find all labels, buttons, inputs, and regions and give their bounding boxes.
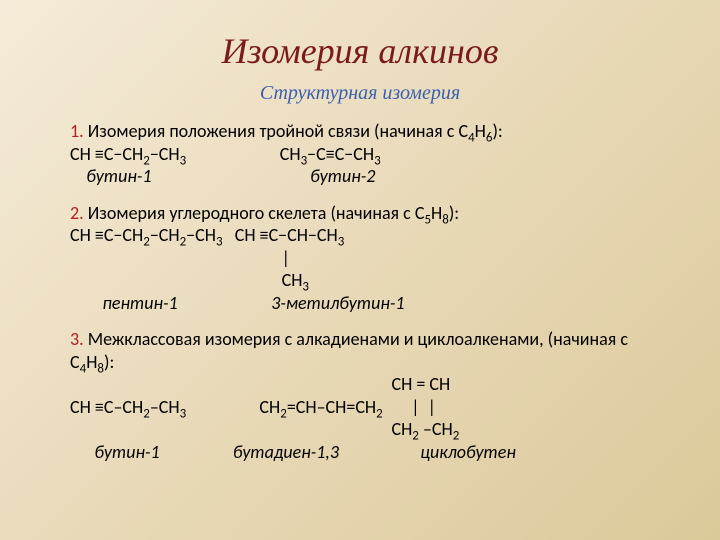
section-1-heading: 1. Изомерия положения тройной связи (нач… <box>70 120 660 143</box>
section-3-heading: 3. Межклассовая изомерия с алкадиенами и… <box>70 328 660 373</box>
section-1-number: 1. <box>70 120 84 142</box>
section-2-number: 2. <box>70 202 84 224</box>
section-2-formula: СН ≡С−СН2−СН2−СН3 СН ≡С−СН−СН3 <box>70 224 660 247</box>
slide-title: Изомерия алкинов <box>0 30 720 72</box>
section-3-names: бутин-1 бутадиен-1,3 циклобутен <box>70 441 660 464</box>
section-1-heading-text: Изомерия положения тройной связи (начина… <box>84 120 503 142</box>
section-1: 1. Изомерия положения тройной связи (нач… <box>70 120 660 188</box>
slide: Изомерия алкинов Структурная изомерия 1.… <box>0 0 720 540</box>
section-1-formula: СН ≡С−СН2−СН3 СН3−С≡С−СН3 <box>70 143 660 166</box>
section-1-names: бутин-1 бутин-2 <box>70 165 660 188</box>
section-3-formula: СН = СН СН ≡С–СН2–СН3 СН2=СН–СН=СН2 | | … <box>70 373 660 441</box>
section-3: 3. Межклассовая изомерия с алкадиенами и… <box>70 328 660 463</box>
section-2-heading: 2. Изомерия углеродного скелета (начиная… <box>70 202 660 225</box>
section-2-names: пентин-1 3-метилбутин-1 <box>70 292 660 315</box>
section-3-heading-text: Межклассовая изомерия с алкадиенами и ци… <box>70 328 628 373</box>
content-area: 1. Изомерия положения тройной связи (нач… <box>70 120 660 477</box>
section-3-number: 3. <box>70 328 84 350</box>
section-2-heading-text: Изомерия углеродного скелета (начиная с … <box>84 202 459 224</box>
section-2: 2. Изомерия углеродного скелета (начиная… <box>70 202 660 315</box>
section-2-branch: | СН3 <box>70 247 660 292</box>
slide-subtitle: Структурная изомерия <box>0 82 720 105</box>
